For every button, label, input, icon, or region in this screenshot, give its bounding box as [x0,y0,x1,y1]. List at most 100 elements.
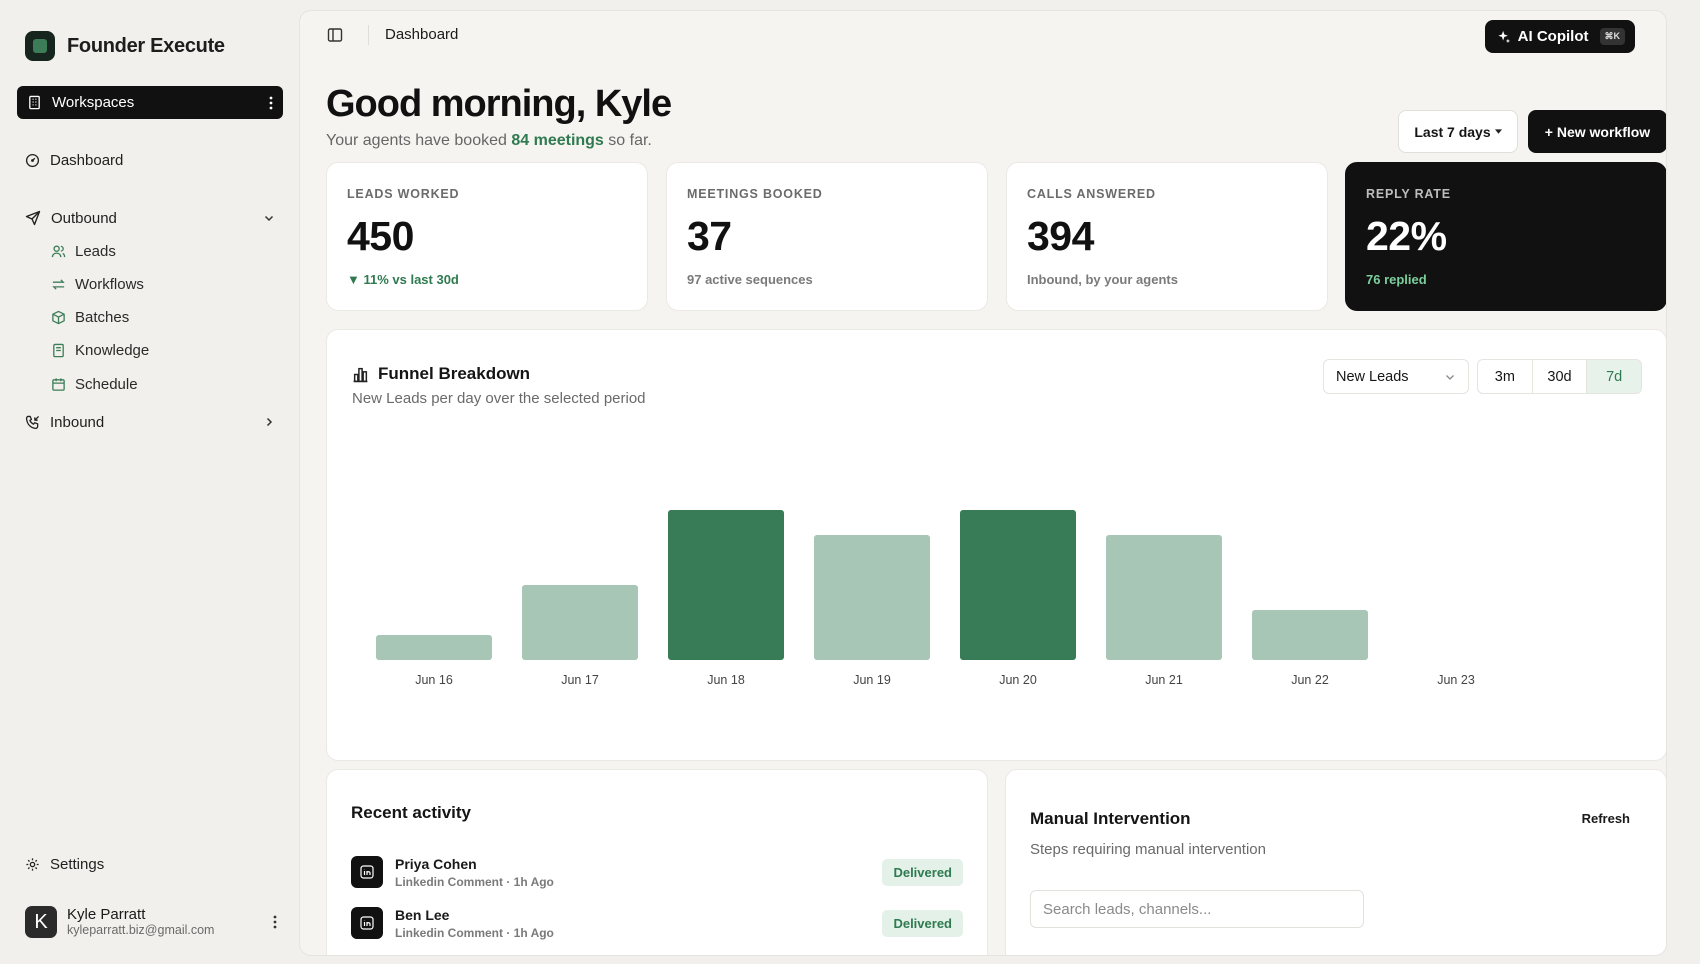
sidebar-item-workflows[interactable]: Workflows [51,273,144,295]
sidebar-item-inbound[interactable]: Inbound [25,411,275,433]
user-name: Kyle Parratt [67,906,146,923]
meetings-highlight: 84 meetings [511,132,604,149]
sidebar-toggle-icon[interactable] [327,27,343,43]
period-option-7d[interactable]: 7d [1587,360,1641,393]
sidebar-item-label: Knowledge [75,341,150,359]
book-icon [53,343,64,357]
date-range-button[interactable]: Last 7 days [1398,110,1518,153]
period-option-3m[interactable]: 3m [1478,360,1533,393]
calendar-icon [52,377,65,391]
stat-caption: 97 active sequences [687,272,813,287]
funnel-bar-chart: Jun 16 Jun 17 Jun 18 Jun 19 Jun 20 Jun 21 Jun … [376,510,1475,687]
building-icon [29,95,40,110]
page-subtitle: Your agents have booked 84 meetings so f… [326,132,652,150]
x-tick-label: Jun 19 [853,673,891,687]
gauge-icon [25,153,40,167]
sidebar: Founder Execute Workspaces Dashboard Out… [0,0,298,964]
sidebar-item-outbound[interactable]: Outbound [25,207,275,229]
sidebar-item-leads[interactable]: Leads [51,240,116,262]
manual-intervention-title: Manual Intervention [1030,809,1191,828]
bar-jun-18[interactable] [668,510,784,660]
status-badge: Delivered [882,909,963,937]
sidebar-item-label: Batches [75,308,130,326]
main-panel: Dashboard AI Copilot ⌘K Good morning, Ky… [299,10,1667,956]
subtitle-suffix: so far. [603,132,652,149]
funnel-title: Funnel Breakdown [352,364,530,384]
stat-value: 22% [1366,213,1447,259]
kebab-menu-icon[interactable] [273,915,277,929]
page-title: Good morning, Kyle [326,83,672,125]
bar-chart-icon [353,367,368,382]
topbar: Dashboard AI Copilot ⌘K [300,11,1666,59]
ai-copilot-button[interactable]: AI Copilot ⌘K [1484,20,1635,53]
stat-value: 450 [347,213,414,259]
avatar: K [25,906,57,938]
chevron-down-icon [1446,374,1454,380]
sidebar-item-label: Inbound [50,413,105,431]
stat-caption: 76 replied [1366,272,1427,287]
sidebar-item-label: Workflows [75,275,144,293]
x-tick-label: Jun 17 [561,673,599,687]
x-tick-label: Jun 21 [1145,673,1183,687]
new-workflow-button[interactable]: + New workflow [1528,110,1666,153]
refresh-button[interactable]: Refresh [1581,811,1630,826]
x-tick-label: Jun 20 [999,673,1037,687]
linkedin-icon [351,856,383,888]
sidebar-item-schedule[interactable]: Schedule [51,373,138,395]
chevron-down-icon[interactable] [263,212,275,224]
sidebar-item-dashboard[interactable]: Dashboard [25,149,275,171]
stat-card-reply-rate: REPLY RATE 22% 76 replied [1345,162,1666,311]
workspace-switcher[interactable]: Workspaces [17,86,283,119]
stat-value: 37 [687,213,732,259]
caret-down-icon [1494,128,1502,134]
bar-jun-19[interactable] [814,535,930,660]
bar-jun-21[interactable] [1106,535,1222,660]
kebab-menu-icon[interactable] [269,96,273,110]
sidebar-item-knowledge[interactable]: Knowledge [51,339,149,361]
stat-label: LEADS WORKED [347,187,460,201]
keyboard-shortcut: ⌘K [1599,28,1625,45]
sidebar-item-batches[interactable]: Batches [51,306,129,328]
arrows-exchange-icon [52,278,65,290]
gear-icon [26,857,39,871]
bar-jun-17[interactable] [522,585,638,660]
x-tick-label: Jun 22 [1291,673,1329,687]
stat-card-leads-worked: LEADS WORKED 450 ▼ 11% vs last 30d [326,162,648,311]
funnel-subtitle: New Leads per day over the selected peri… [352,390,646,407]
x-tick-label: Jun 23 [1437,673,1475,687]
chevron-right-icon[interactable] [263,416,275,428]
bar-jun-16[interactable] [376,635,492,660]
period-option-30d[interactable]: 30d [1533,360,1588,393]
sidebar-item-label: Outbound [51,209,117,227]
stat-card-meetings-booked: MEETINGS BOOKED 37 97 active sequences [666,162,988,311]
metric-select[interactable]: New Leads [1323,359,1469,394]
funnel-title-text: Funnel Breakdown [378,364,531,383]
subtitle-prefix: Your agents have booked [326,132,512,149]
sparkles-icon [1497,30,1510,43]
linkedin-icon [351,907,383,939]
bar-jun-22[interactable] [1252,610,1368,660]
sidebar-item-label: Settings [50,855,105,873]
x-tick-label: Jun 18 [707,673,745,687]
metric-select-value: New Leads [1336,368,1409,385]
bar-jun-20[interactable] [960,510,1076,660]
x-tick-label: Jun 16 [415,673,453,687]
period-toggle: 3m 30d 7d [1477,359,1642,394]
stat-label: CALLS ANSWERED [1027,187,1156,201]
status-badge: Delivered [882,858,963,886]
sidebar-item-label: Schedule [75,375,138,393]
list-item[interactable]: Priya Cohen Linkedin Comment · 1h Ago De… [351,854,963,890]
recent-activity-card: Recent activity Priya Cohen Linkedin Com… [326,769,988,955]
workspace-label: Workspaces [52,94,135,111]
phone-incoming-icon [25,415,40,429]
sidebar-item-settings[interactable]: Settings [25,853,275,875]
search-input[interactable] [1030,890,1364,928]
brand[interactable]: Founder Execute [25,31,225,61]
activity-meta: Linkedin Comment · 1h Ago [395,874,554,889]
user-profile[interactable]: K Kyle Parratt kyleparratt.biz@gmail.com [25,906,277,938]
manual-intervention-card: Manual Intervention Refresh Steps requir… [1005,769,1666,955]
topbar-divider [368,25,369,45]
funnel-breakdown-card: Jun 16 Jun 17 Jun 18 Jun 19 Jun 20 Jun 21 Jun … [326,329,1666,761]
list-item[interactable]: Ben Lee Linkedin Comment · 1h Ago Delive… [351,905,963,941]
activity-meta: Linkedin Comment · 1h Ago [395,925,554,940]
